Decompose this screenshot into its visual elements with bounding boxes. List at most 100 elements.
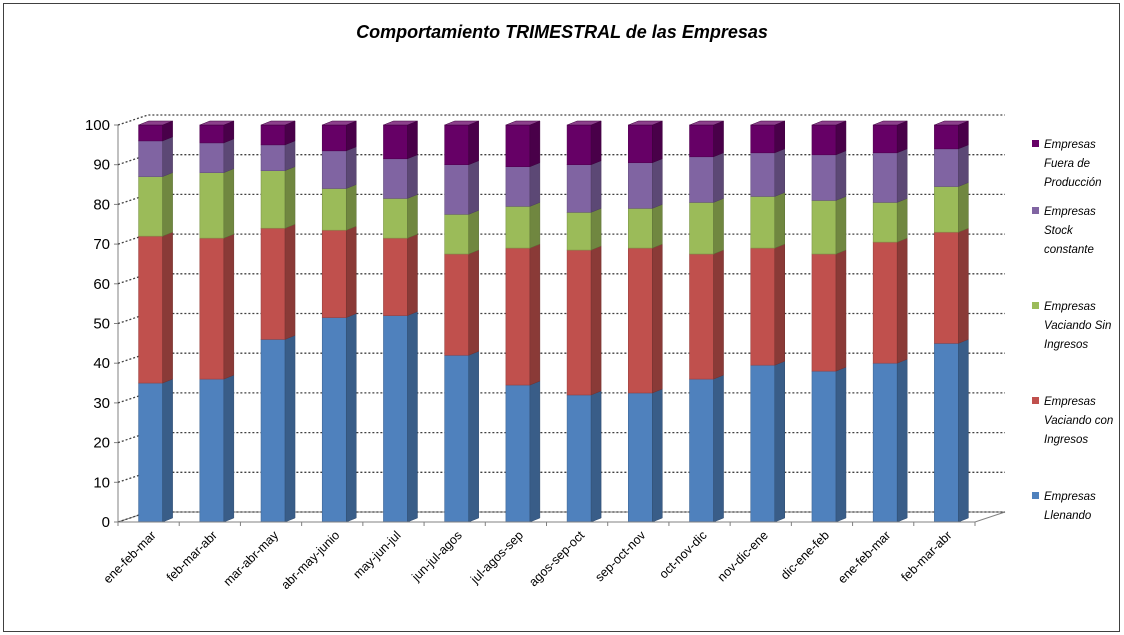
x-tick-label: oct-nov-dic [657,528,710,581]
bar-segment [505,120,541,168]
bar-segment [628,120,663,164]
bar-segment [628,388,663,523]
gridline [117,114,1005,126]
y-tick-label: 30 [93,395,110,412]
chart-title: Comportamiento TRIMESTRAL de las Empresa… [356,22,768,42]
x-tick-label: may-jun-jul [350,528,403,581]
bar-segment [934,182,969,233]
bar-segment [872,120,908,154]
x-tick-label: feb-mar-abr [898,528,954,584]
grid-lines [117,114,1005,523]
bar-segment [321,313,357,523]
bar-segment [321,120,357,152]
y-tick-label: 60 [93,276,110,293]
bar-segment [444,120,479,166]
x-tick-label: mar-abr-may [221,528,282,589]
bar-segment [750,120,785,154]
bar-segment [811,366,847,523]
legend-item: Empresas Stock constante [1032,206,1096,256]
bars [138,120,969,523]
bar-segment [689,152,724,203]
bar-segment [750,243,785,366]
bar-segment [628,204,663,249]
bar-segment [260,223,296,340]
bar-segment [138,136,173,177]
legend: Empresas Fuera de Producción Empresas Stock c… [1032,139,1113,522]
y-tick-label: 0 [102,514,110,531]
bar-segment [199,168,235,239]
bar-segment [383,233,418,316]
legend-label: Empresas [1044,491,1096,503]
bar-segment [505,380,541,523]
legend-label: Empresas [1044,206,1096,218]
bar-segment [934,227,969,344]
x-tick-label: sep-oct-nov [592,528,649,585]
bar-segment [260,335,296,523]
legend-label: constante [1044,244,1094,256]
bar-segment [566,245,602,396]
legend-label: Stock [1044,225,1074,237]
gridline [117,431,1005,444]
legend-swatch [1032,207,1039,214]
bar-segment [505,243,541,386]
bar-segment [566,207,602,251]
bar-segment [872,358,908,523]
bar-segment [199,138,235,174]
bar-segment [811,120,847,156]
bar-segment [138,231,173,384]
bar-segment [811,249,847,372]
x-tick-label: dic-ene-feb [778,528,832,582]
bar-segment [628,243,663,394]
bar-segment [199,374,235,523]
y-tick-label: 20 [93,435,110,452]
bar-segment [566,390,602,523]
legend-item: Empresas Vaciando Sin Ingresos [1032,301,1111,351]
gridline [117,352,1005,364]
bar-segment [750,192,785,249]
bar-segment [383,154,418,199]
legend-swatch [1032,492,1039,499]
x-tick-label: jun-jul-agos [408,528,464,584]
chart-floor [117,511,1006,523]
x-tick-label: feb-mar-abr [164,528,220,584]
bar-segment [321,146,357,189]
bar-segment [934,144,969,187]
legend-swatch [1032,302,1039,309]
bar-segment [199,120,235,144]
legend-swatch [1032,397,1039,404]
bar-segment [199,233,235,380]
y-tick-label: 10 [93,474,110,491]
y-tick-label: 100 [85,117,110,134]
bar-segment [689,198,724,255]
bar-segment [566,120,602,166]
gridline [117,233,1005,245]
bar-segment [872,148,908,203]
x-tick-label: agos-sep-oct [526,528,587,589]
bar-segment [138,120,173,142]
bar-segment [934,338,969,523]
gridline [117,273,1005,285]
legend-label: Empresas [1044,139,1096,151]
bar-segment [750,148,785,197]
bar-segment [321,184,357,231]
bar-segment [138,378,173,523]
bar-segment [872,237,908,364]
gridline [117,193,1005,206]
gridline [117,312,1005,325]
bar-segment [628,158,663,209]
bar-segment [444,209,479,255]
legend-label: Llenando [1044,510,1092,522]
x-tick-label: nov-dic-ene [715,528,771,584]
x-tick-label: abr-may-junio [278,528,342,592]
bar-segment [811,196,847,255]
gridline [117,471,1005,483]
bar-segment [750,360,785,523]
legend-item: Empresas Llenando [1032,491,1096,522]
legend-label: Ingresos [1044,434,1088,446]
bar-segment [383,194,418,239]
bar-segment [566,160,602,213]
bar-segment [383,311,418,523]
y-axis: 0 10 20 30 40 50 60 70 80 90 100 [85,117,118,531]
x-tick-label: ene-feb-mar [101,528,159,586]
